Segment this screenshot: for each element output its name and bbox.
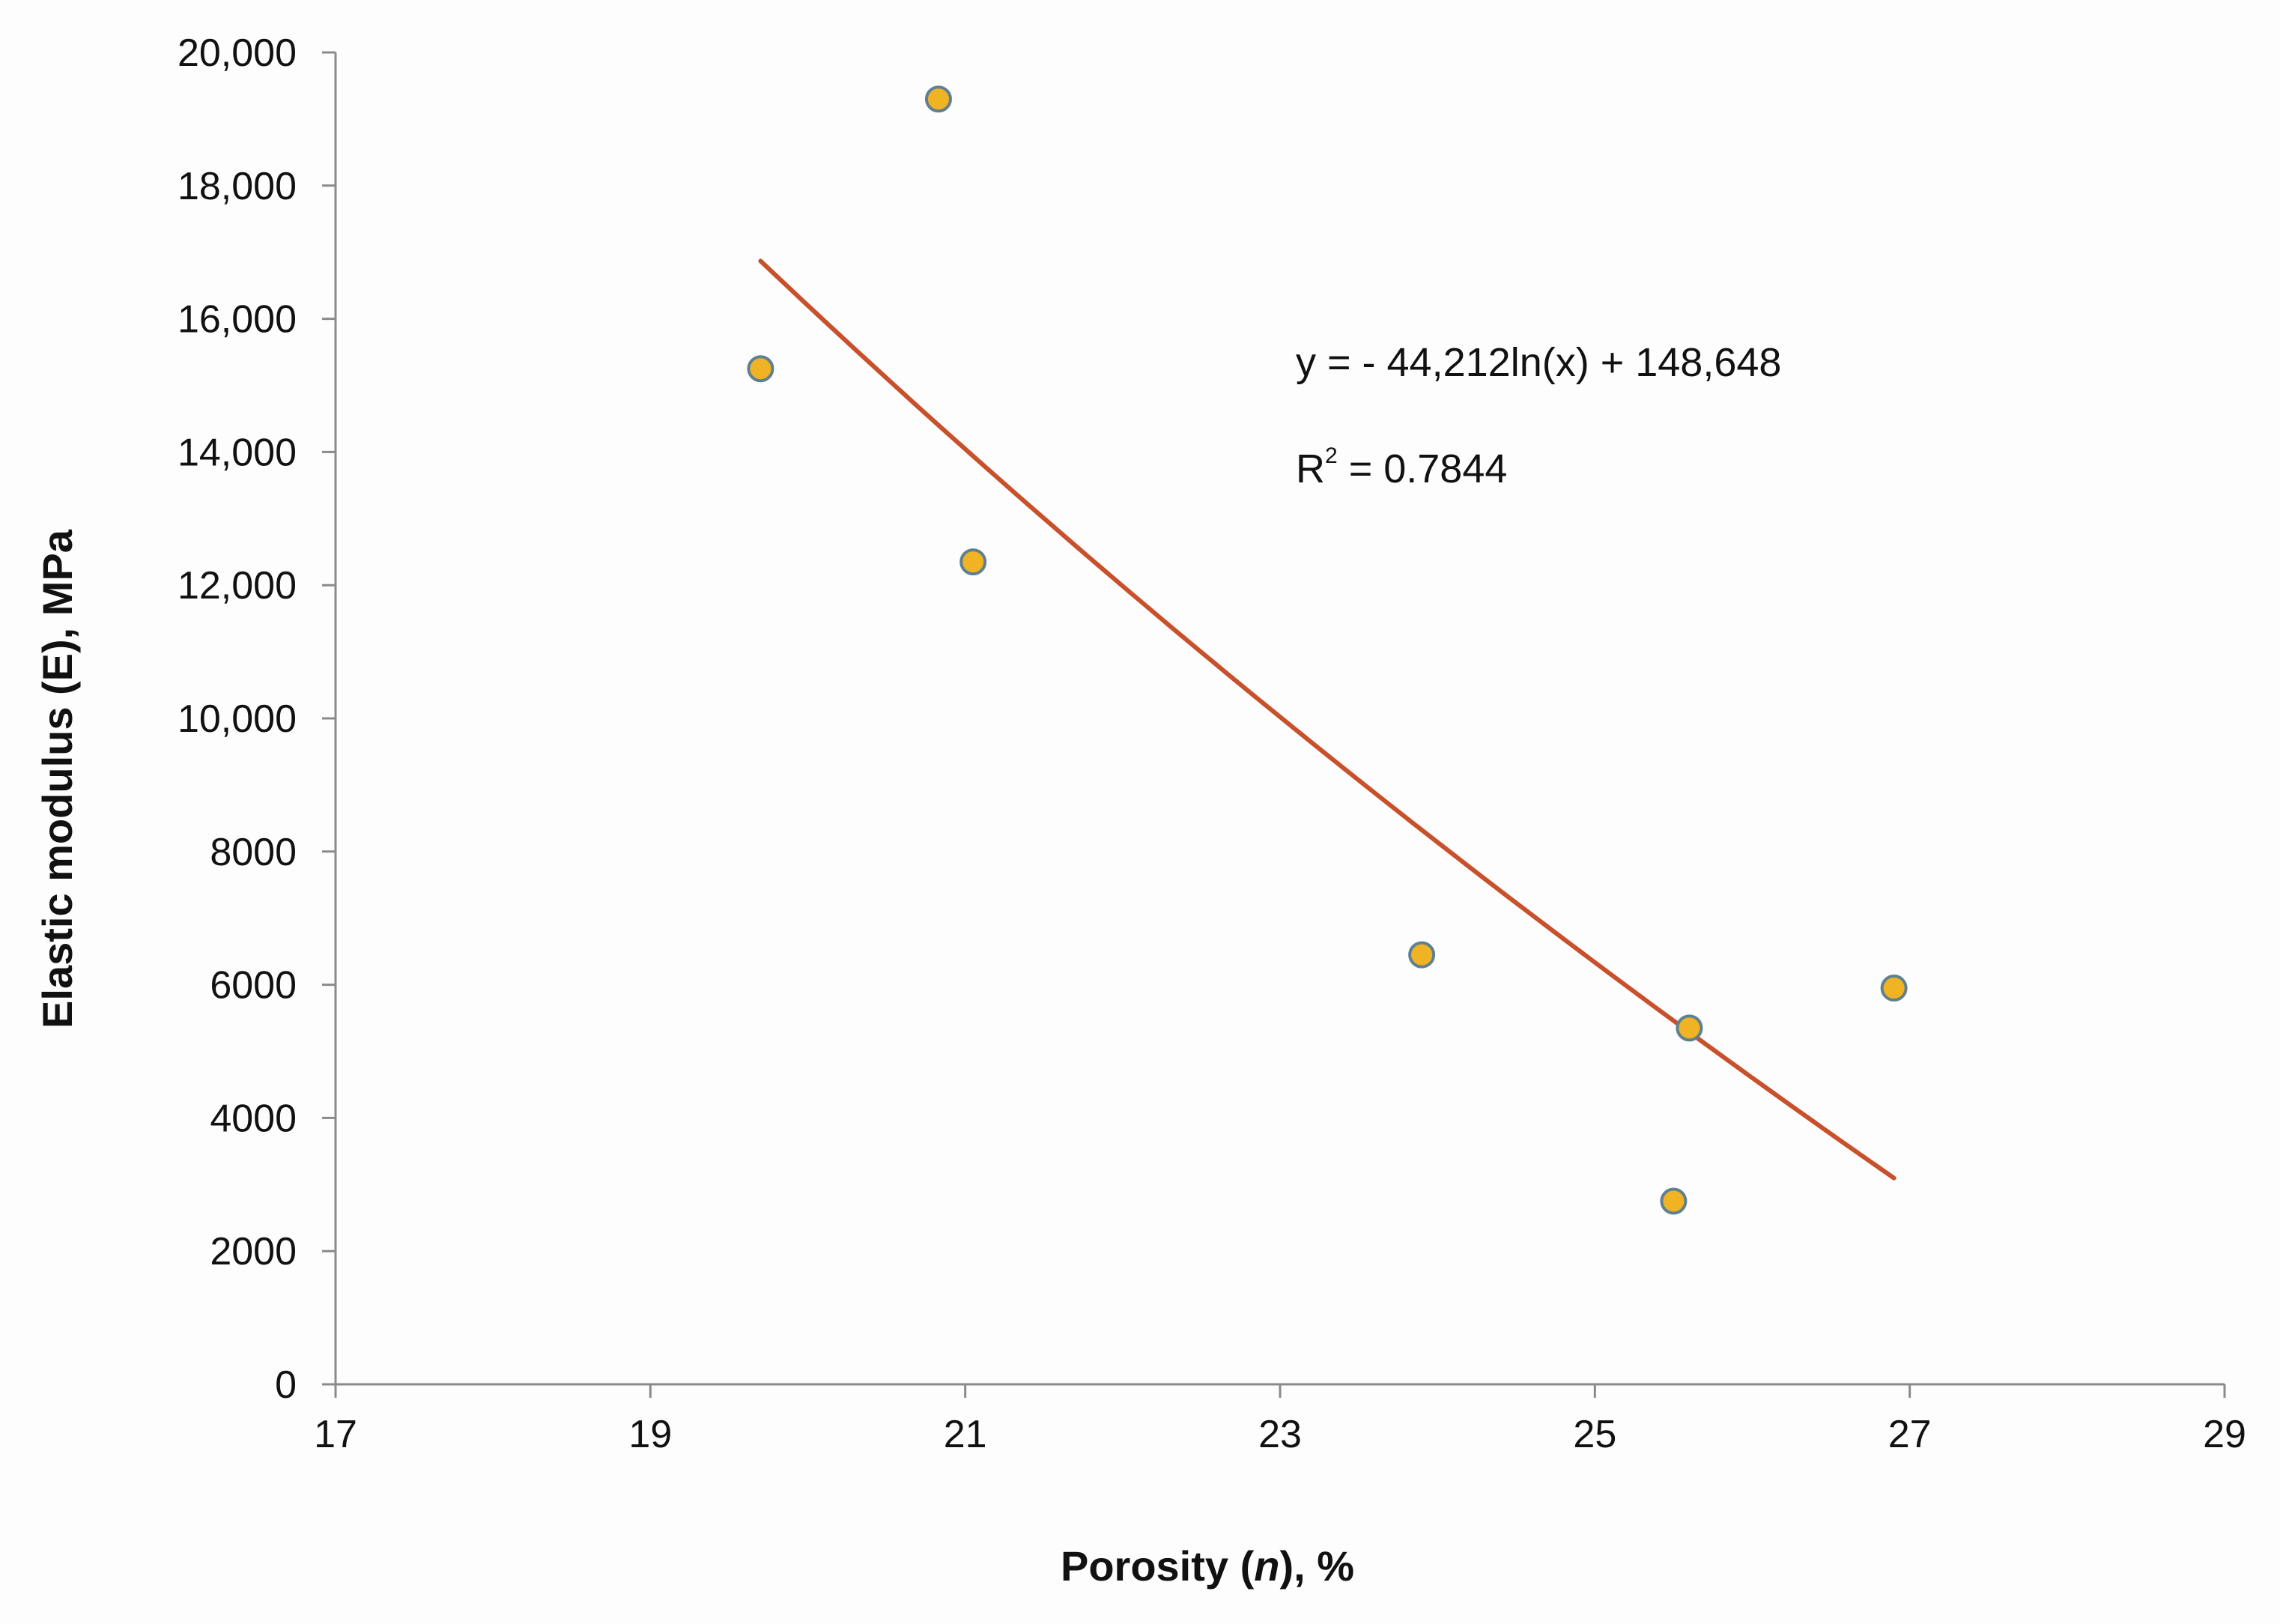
trendline <box>758 258 1897 1181</box>
y-tick-label: 20,000 <box>178 31 297 75</box>
y-tick-label: 10,000 <box>178 697 297 741</box>
x-tick-label: 27 <box>1888 1413 1932 1456</box>
y-tick-label: 8000 <box>210 831 297 874</box>
x-tick-label: 29 <box>2203 1413 2246 1456</box>
x-axis-title-variable: n <box>1254 1542 1279 1590</box>
data-point <box>1880 975 1908 1002</box>
trendline-equation: y = - 44,212ln(x) + 148,648 <box>1296 340 1781 385</box>
y-tick-label: 12,000 <box>178 564 297 608</box>
x-tick-label: 25 <box>1573 1413 1616 1456</box>
x-axis-title-prefix: Porosity ( <box>1061 1542 1255 1590</box>
x-tick-label: 19 <box>628 1413 672 1456</box>
y-axis-title: Elastic modulus (E), MPa <box>34 529 81 1028</box>
y-tick-label: 4000 <box>210 1097 297 1140</box>
y-tick-label: 16,000 <box>178 298 297 342</box>
x-tick-label: 17 <box>314 1413 357 1456</box>
data-point <box>924 85 952 113</box>
y-tick-label: 18,000 <box>178 165 297 208</box>
x-axis-title: Porosity (n), % <box>1061 1542 1354 1590</box>
y-tick-label: 14,000 <box>178 431 297 474</box>
x-tick-label: 23 <box>1258 1413 1302 1456</box>
r-squared-letter: R <box>1296 446 1325 491</box>
y-tick-label: 6000 <box>210 964 297 1008</box>
y-tick-label: 2000 <box>210 1230 297 1273</box>
data-point <box>1676 1014 1703 1042</box>
trendline-group <box>758 258 1897 1181</box>
y-ticks: 0 2000 4000 6000 8000 10,000 12,000 14,000 16,00… <box>178 31 336 1407</box>
x-axis-title-suffix: ), % <box>1279 1542 1354 1590</box>
y-tick-label: 0 <box>275 1363 297 1407</box>
data-point <box>747 355 774 383</box>
trendline-r-squared: R2 = 0.7844 <box>1296 443 1507 491</box>
data-point <box>959 548 987 576</box>
data-point <box>1408 941 1436 969</box>
x-ticks: 17 19 21 23 25 27 29 <box>314 1384 2246 1456</box>
x-tick-label: 21 <box>944 1413 987 1456</box>
r-squared-value: = 0.7844 <box>1338 446 1508 491</box>
r-squared-superscript: 2 <box>1325 443 1338 468</box>
data-point <box>1660 1187 1688 1215</box>
data-points <box>747 85 1908 1215</box>
